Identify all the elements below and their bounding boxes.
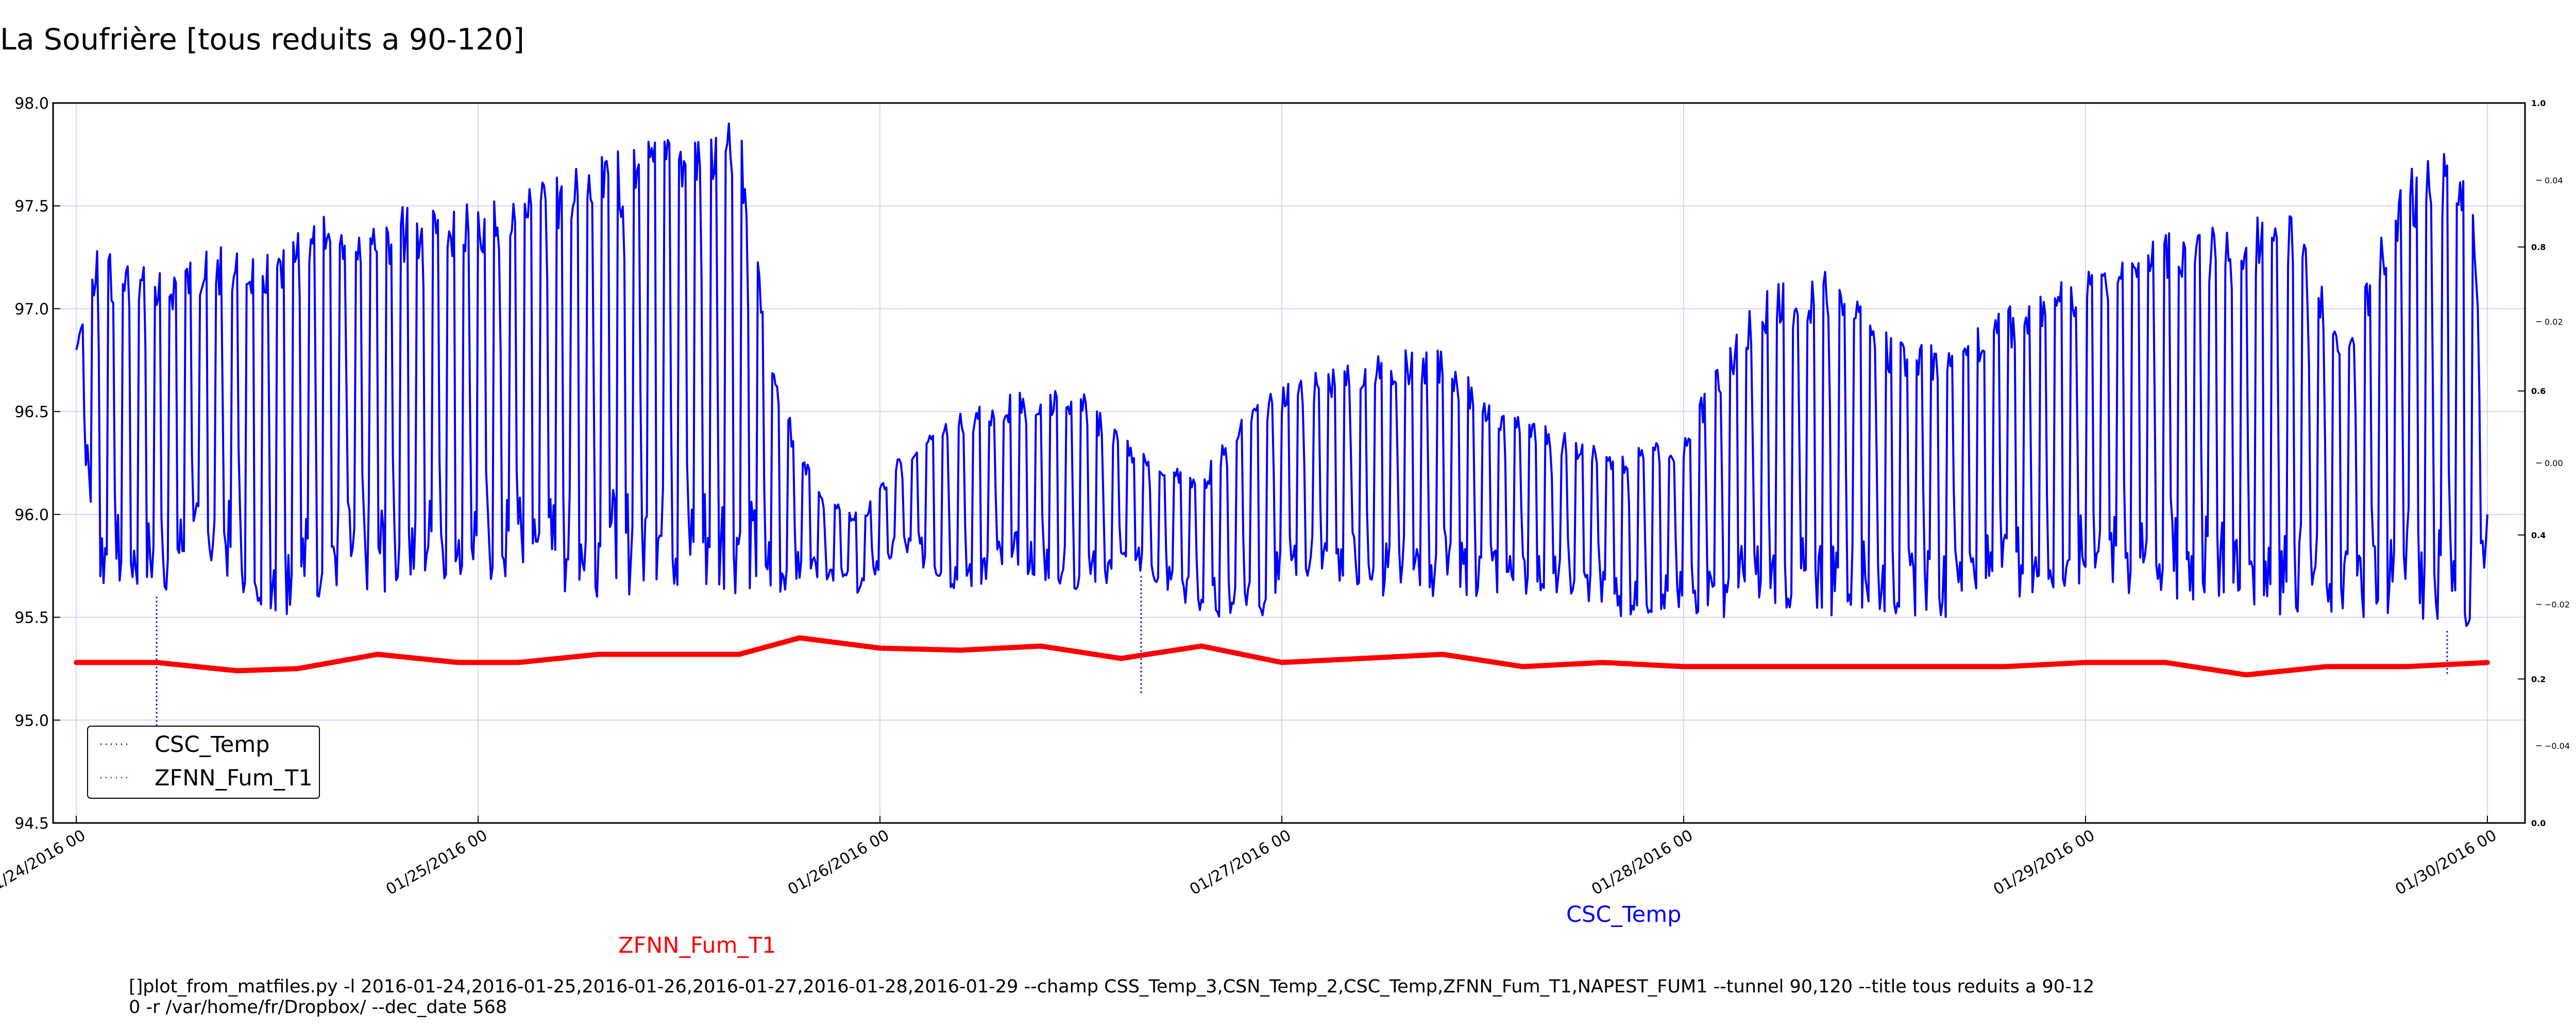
plot-frame (52, 102, 2526, 824)
y-left-tick-label-1: 95.0 (14, 712, 49, 730)
y-right-tick-label-4: 0.8 (2531, 243, 2546, 252)
command-line-2: 0 -r /var/home/fr/Dropbox/ --dec_date 56… (129, 997, 507, 1018)
y-right-inner-tick-label-1: −0.02 (2545, 600, 2570, 610)
legend-label-csc-temp: CSC_Temp (155, 732, 269, 758)
y-right-tick-label-0: 0.0 (2531, 818, 2546, 828)
y-left-tick-label-5: 97.0 (14, 300, 49, 318)
legend-box (87, 726, 320, 799)
y-left-tick-label-6: 97.5 (14, 198, 49, 216)
axis-name-csc-temp: CSC_Temp (1566, 902, 1681, 928)
y-right-inner-tick-label-4: 0.04 (2545, 176, 2563, 185)
y-right-inner-tick-label-3: 0.02 (2545, 317, 2563, 327)
y-axis-right-inner: −0.04 −0.02 0.00 0.02 0.04 (2536, 176, 2570, 751)
y-left-tick-label-7: 98.0 (14, 95, 49, 113)
x-tick-label-6: 01/30/2016 00 (2392, 827, 2500, 899)
chart-title: La Soufrière [tous reduits a 90-120] (0, 23, 524, 57)
x-tick-label-4: 01/28/2016 00 (1588, 827, 1696, 899)
legend-label-zfnn-fum-t1: ZFNN_Fum_T1 (155, 765, 313, 791)
axis-name-zfnn-fum-t1: ZFNN_Fum_T1 (618, 933, 776, 958)
x-tick-label-5: 01/29/2016 00 (1990, 827, 2098, 899)
y-left-tick-label-2: 95.5 (14, 609, 49, 627)
series-line-csc-temp (75, 122, 2488, 627)
y-left-tick-label-4: 96.5 (14, 403, 49, 421)
y-right-tick-label-2: 0.4 (2531, 530, 2546, 540)
x-tick-label-2: 01/26/2016 00 (785, 827, 892, 899)
y-axis-right-outer: 0.0 0.2 0.4 0.6 0.8 1.0 (2518, 98, 2546, 828)
x-axis: 01/24/2016 00 01/25/2016 00 01/26/2016 00 0… (0, 816, 2500, 899)
y-right-inner-tick-label-2: 0.00 (2545, 458, 2563, 468)
y-right-inner-tick-label-0: −0.04 (2545, 741, 2570, 751)
y-axis-left: 94.5 95.0 95.5 96.0 96.5 97.0 97.5 98.0 (14, 95, 60, 833)
y-right-tick-label-1: 0.2 (2531, 674, 2546, 684)
command-line-text: []plot_from_matfiles.py -l 2016-01-24,20… (129, 976, 2094, 1018)
series-line-zfnn-fum-t1 (74, 635, 2490, 678)
y-left-tick-label-0: 94.5 (14, 815, 49, 833)
x-tick-label-3: 01/27/2016 00 (1187, 827, 1294, 899)
series-zfnn-fum-t1 (74, 635, 2490, 678)
y-right-tick-label-5: 1.0 (2531, 98, 2546, 108)
legend: CSC_Temp ZFNN_Fum_T1 (87, 726, 320, 799)
x-tick-label-0: 01/24/2016 00 (0, 827, 89, 899)
command-line-1: []plot_from_matfiles.py -l 2016-01-24,20… (129, 976, 2095, 997)
y-right-tick-label-3: 0.6 (2531, 386, 2546, 396)
x-tick-label-1: 01/25/2016 00 (383, 827, 490, 899)
y-left-tick-label-3: 96.0 (14, 506, 49, 524)
